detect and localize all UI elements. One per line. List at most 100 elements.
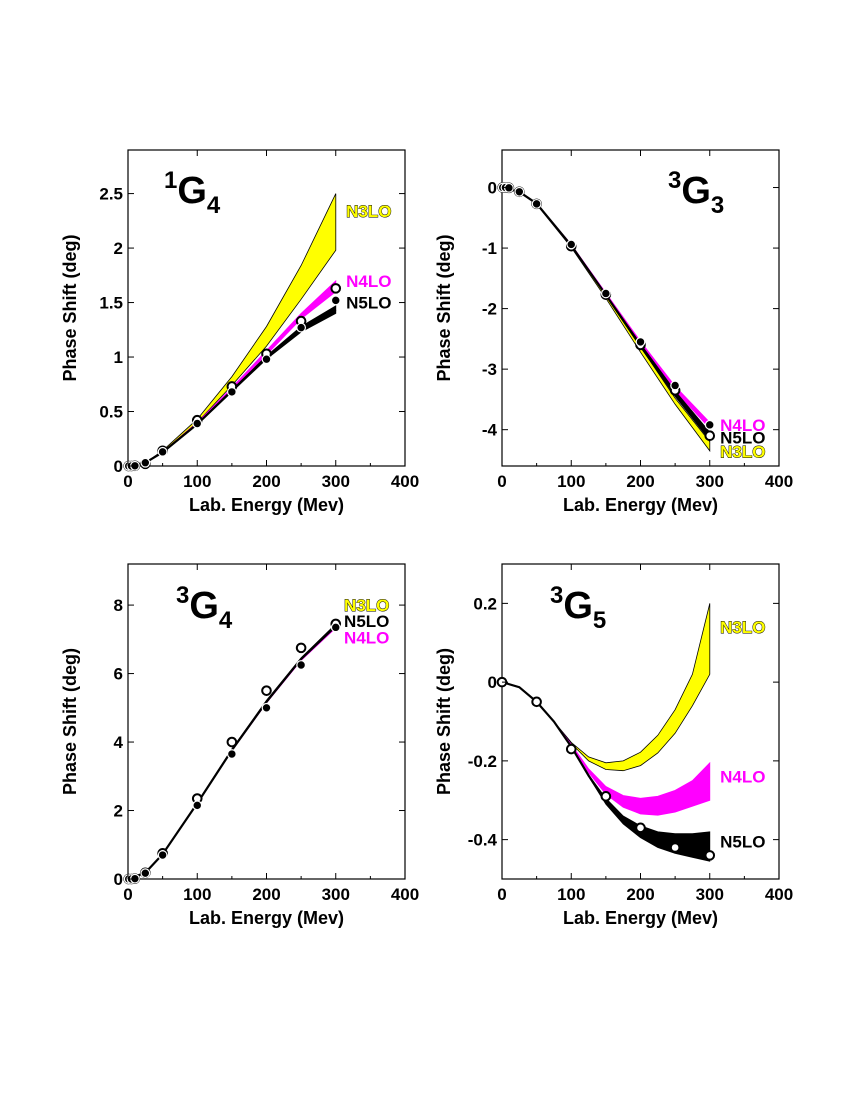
x-tick-label: 400	[765, 472, 793, 491]
x-tick-label: 0	[497, 885, 506, 904]
y-axis-label: Phase Shift (deg)	[434, 234, 454, 381]
data-point-open	[704, 430, 716, 442]
data-point-filled	[261, 354, 272, 365]
x-tick-label: 200	[252, 472, 280, 491]
data-point-open	[635, 822, 646, 834]
y-tick-label: 0	[488, 673, 497, 692]
data-point-filled	[261, 702, 272, 713]
y-axis-label: Phase Shift (deg)	[434, 648, 454, 795]
data-point-filled	[140, 457, 151, 468]
data-point-open	[330, 283, 342, 294]
curve-n5lo	[501, 186, 711, 437]
x-tick-label: 200	[626, 472, 654, 491]
x-axis-label: Lab. Energy (Mev)	[189, 495, 344, 515]
y-tick-label: 4	[114, 733, 124, 752]
data-point-filled	[566, 239, 577, 250]
series-label-n5lo: N5LO	[344, 612, 389, 631]
panel-3G5: 0 100 200 300 400 -0.4 -0.2 0 0.2 Lab. Energy (Me…	[434, 563, 793, 928]
x-tick-label: 100	[557, 885, 585, 904]
panel-title: 3G4	[176, 582, 233, 634]
data-point-filled	[157, 446, 168, 457]
data-point-open	[531, 696, 542, 708]
data-point-filled	[600, 288, 611, 299]
title-superscript: 3	[550, 582, 563, 609]
series-label-n3lo: N3LO	[344, 596, 389, 615]
x-tick-label: 100	[557, 472, 585, 491]
title-subscript: 3	[711, 192, 724, 219]
x-tick-label: 400	[765, 885, 793, 904]
data-point-filled	[226, 749, 237, 759]
x-tick-label: 300	[322, 885, 350, 904]
band-n3lo	[501, 187, 711, 453]
y-axis-label: Phase Shift (deg)	[60, 648, 80, 795]
series-label-n5lo: N5LO	[720, 429, 765, 448]
y-tick-label: -3	[482, 360, 497, 379]
title-subscript: 5	[593, 607, 606, 634]
data-point-open	[565, 743, 577, 755]
title-superscript: 3	[668, 167, 681, 194]
data-point-open	[600, 791, 612, 802]
series-label-n4lo: N4LO	[720, 768, 765, 787]
panel-title: 1G4	[164, 167, 221, 219]
x-tick-label: 0	[497, 472, 506, 491]
data-point-filled	[140, 868, 151, 879]
data-point-filled	[296, 322, 307, 333]
y-tick-label: -2	[482, 300, 497, 319]
y-tick-label: 2	[114, 802, 123, 821]
data-point-open	[226, 736, 238, 748]
data-point-open	[261, 685, 272, 696]
data-point-filled	[330, 295, 341, 306]
panel-3G4: 0 100 200 300 400 0 2 4 6 8 Lab. Energy (Mev) Phase…	[60, 563, 419, 928]
band-n4lo	[127, 279, 337, 467]
x-tick-label: 300	[696, 472, 724, 491]
series-label-n5lo: N5LO	[346, 294, 391, 313]
y-tick-label: 0	[114, 457, 123, 476]
y-tick-label: 2.5	[99, 185, 123, 204]
x-tick-label: 400	[391, 472, 419, 491]
y-tick-label: -0.4	[468, 831, 498, 850]
data-point-open	[704, 850, 716, 861]
x-tick-label: 100	[183, 472, 211, 491]
title-subscript: 4	[219, 607, 233, 634]
series-label-n4lo: N4LO	[720, 416, 765, 435]
x-tick-label: 0	[123, 885, 132, 904]
series-label-n3lo: N3LO	[720, 618, 765, 637]
x-axis-label: Lab. Energy (Mev)	[563, 495, 718, 515]
panel-1G4: 0 100 200 300 400 0 0.5 1 1.5 2 2.5 Lab. Energy (Me…	[60, 149, 419, 515]
x-tick-label: 100	[183, 885, 211, 904]
y-tick-label: -4	[482, 421, 498, 440]
title-main: G	[189, 585, 219, 627]
title-superscript: 1	[164, 167, 177, 194]
y-tick-label: 2	[114, 239, 123, 258]
title-subscript: 4	[207, 192, 221, 219]
data-point-filled	[704, 419, 715, 430]
title-main: G	[563, 585, 593, 627]
y-tick-label: 0	[488, 179, 497, 198]
y-axis-label: Phase Shift (deg)	[60, 234, 80, 381]
data-point-filled	[296, 660, 307, 670]
y-tick-label: -0.2	[468, 752, 497, 771]
data-point-filled	[330, 622, 341, 633]
data-point-open	[669, 842, 681, 853]
data-point-filled	[157, 850, 168, 860]
y-tick-label: 0	[114, 870, 123, 889]
series-label-n4lo: N4LO	[344, 628, 389, 647]
series-label-n3lo: N3LO	[346, 202, 391, 221]
x-tick-label: 300	[696, 885, 724, 904]
y-tick-label: 1.5	[99, 294, 123, 313]
series-label-n4lo: N4LO	[346, 272, 391, 291]
data-point-filled	[226, 387, 237, 397]
y-tick-label: 6	[114, 665, 123, 684]
data-point-filled	[531, 198, 542, 209]
x-axis-label: Lab. Energy (Mev)	[189, 908, 344, 928]
title-superscript: 3	[176, 582, 189, 609]
panel-title: 3G5	[550, 582, 606, 634]
x-tick-label: 300	[322, 472, 350, 491]
panel-3G3: 0 100 200 300 400 -4 -3 -2 -1 0 Lab. Energy (Mev) P…	[434, 149, 793, 515]
x-tick-label: 200	[252, 885, 280, 904]
data-point-filled	[192, 418, 203, 429]
x-tick-label: 200	[626, 885, 654, 904]
data-point-filled	[635, 337, 646, 347]
x-tick-label: 400	[391, 885, 419, 904]
